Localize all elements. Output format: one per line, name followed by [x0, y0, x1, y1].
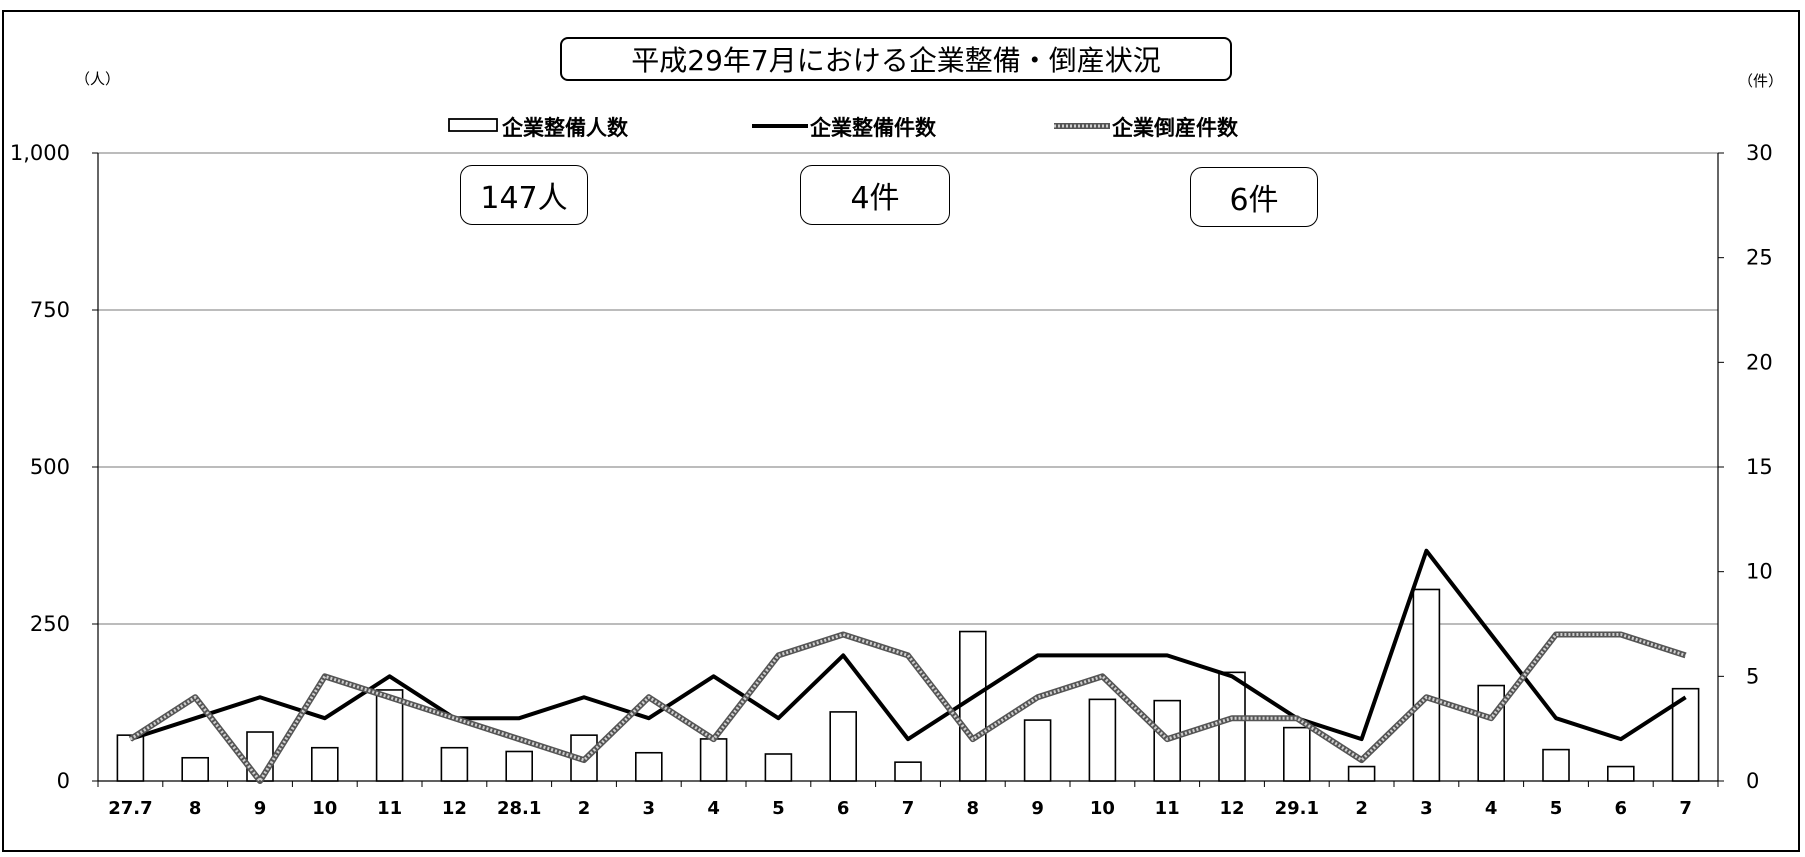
right-tick-label: 30 [1746, 141, 1773, 165]
bar [375, 689, 404, 782]
bar [634, 751, 663, 782]
bar [1412, 588, 1441, 782]
bar [310, 746, 339, 782]
bar [958, 630, 987, 782]
x-tick-label: 5 [1550, 798, 1563, 819]
left-tick-label: 500 [30, 455, 70, 479]
x-tick-label: 29.1 [1275, 798, 1319, 819]
x-tick-label: 27.7 [108, 798, 152, 819]
x-tick-label: 11 [377, 798, 402, 819]
series-line-reorg [129, 548, 1687, 742]
bar [440, 746, 469, 782]
right-tick-label: 15 [1746, 455, 1773, 479]
bar [829, 711, 858, 782]
x-tick-label: 28.1 [497, 798, 541, 819]
bar [1023, 719, 1052, 782]
x-tick-label: 2 [1355, 798, 1368, 819]
x-tick-label: 5 [772, 798, 785, 819]
series-line-bankruptcy [129, 632, 1687, 783]
x-tick-label: 7 [1679, 798, 1692, 819]
right-axis-unit: （件） [1738, 72, 1784, 90]
x-tick-label: 9 [254, 798, 267, 819]
left-tick-label: 0 [57, 769, 70, 793]
right-tick-label: 10 [1746, 560, 1773, 584]
x-tick-label: 11 [1155, 798, 1180, 819]
x-tick-label: 8 [967, 798, 980, 819]
x-tick-label: 9 [1031, 798, 1044, 819]
left-tick-label: 250 [30, 612, 70, 636]
x-tick-label: 6 [1615, 798, 1628, 819]
bar [1542, 748, 1570, 782]
legend-swatch-bar [448, 118, 498, 132]
bar [1347, 765, 1376, 782]
bar [1088, 698, 1117, 782]
x-tick-label: 4 [707, 798, 720, 819]
x-tick-label: 10 [1090, 798, 1115, 819]
bar [1283, 726, 1311, 782]
legend-label-line-gray: 企業倒産件数 [1112, 116, 1238, 140]
x-tick-label: 12 [1219, 798, 1244, 819]
bar [116, 734, 145, 782]
left-axis-unit: （人） [75, 70, 121, 88]
right-tick-label: 5 [1746, 664, 1759, 688]
x-tick-label: 3 [1420, 798, 1433, 819]
legend-label-line-black: 企業整備件数 [810, 116, 936, 140]
bar [1607, 765, 1635, 782]
bar [181, 756, 209, 782]
x-tick-label: 8 [189, 798, 202, 819]
right-tick-label: 20 [1746, 350, 1773, 374]
x-tick-label: 2 [578, 798, 591, 819]
callout-bankruptcy-count: 6件 [1190, 167, 1318, 227]
legend-label-bar: 企業整備人数 [502, 116, 628, 140]
bar [1218, 671, 1246, 782]
bar [699, 738, 728, 782]
chart-title: 平成29年7月における企業整備・倒産状況 [560, 37, 1232, 81]
x-tick-label: 7 [902, 798, 915, 819]
callout-reorg-count: 4件 [800, 165, 950, 225]
left-tick-label: 750 [30, 298, 70, 322]
bar [505, 750, 534, 782]
callout-people: 147人 [460, 165, 588, 225]
bar [1477, 684, 1505, 782]
right-tick-label: 0 [1746, 769, 1759, 793]
x-tick-label: 4 [1485, 798, 1498, 819]
right-tick-label: 25 [1746, 246, 1773, 270]
x-tick-label: 3 [643, 798, 656, 819]
x-tick-label: 12 [442, 798, 467, 819]
x-tick-label: 6 [837, 798, 850, 819]
left-tick-label: 1,000 [10, 141, 70, 165]
bar [764, 753, 793, 782]
x-tick-label: 10 [312, 798, 337, 819]
bar [894, 761, 922, 782]
